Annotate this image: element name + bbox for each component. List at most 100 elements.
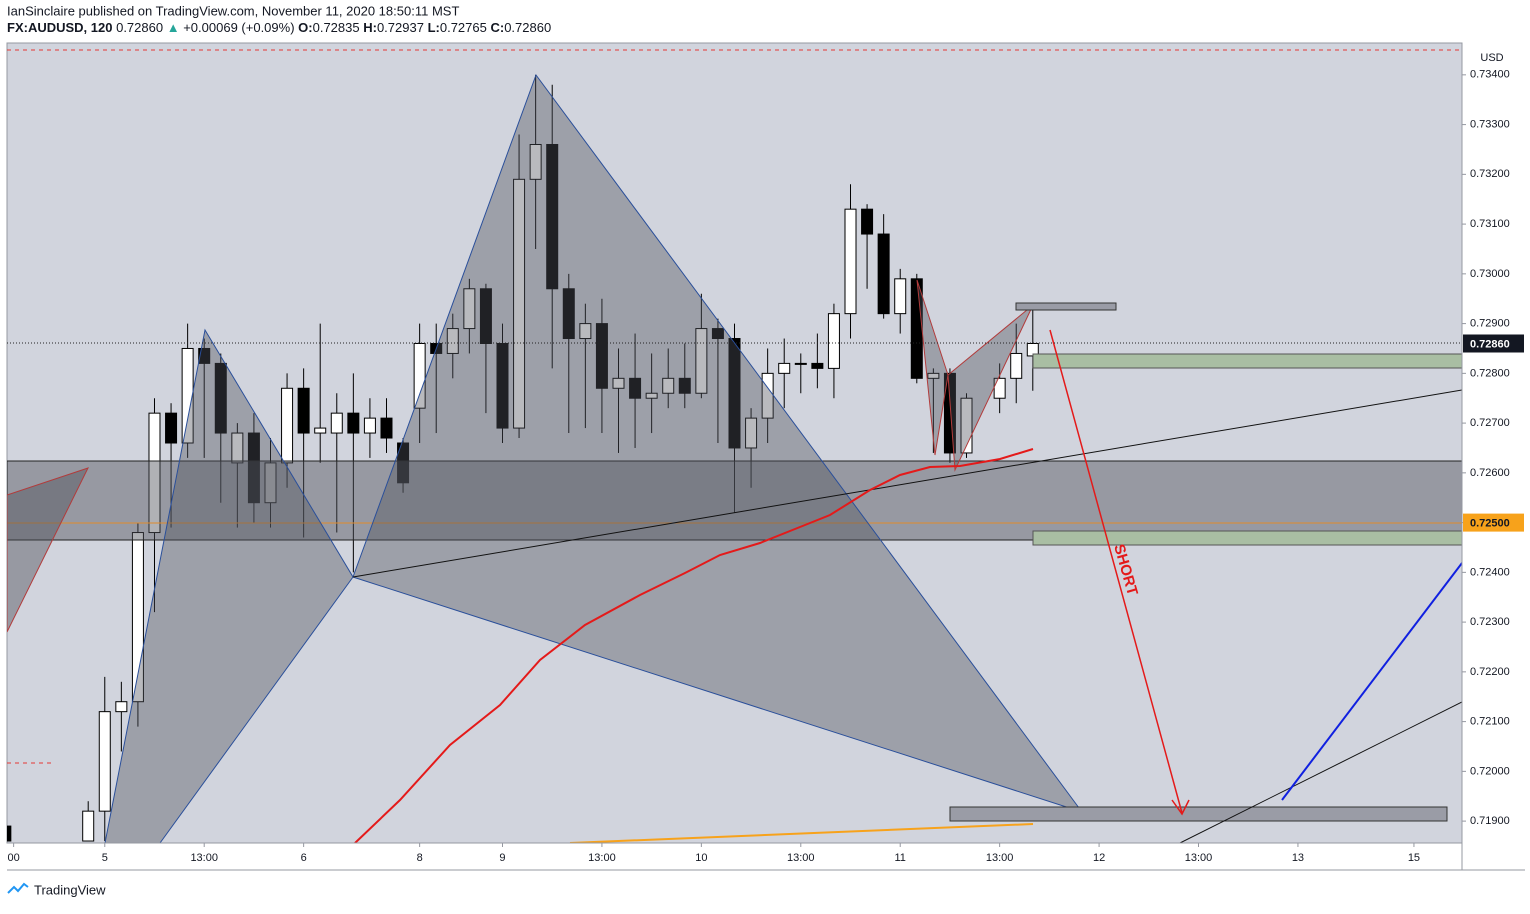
zone — [7, 460, 1462, 541]
price-tag — [1463, 513, 1524, 532]
candle-body — [115, 701, 128, 713]
ohlc-label: L: — [428, 20, 440, 35]
ohlc-label: H: — [363, 20, 377, 35]
candle-body — [529, 143, 542, 180]
pattern — [916, 279, 949, 456]
x-tick-label: 9 — [499, 852, 505, 864]
ohlc-value: 0.72765 — [440, 20, 487, 35]
candle-body — [347, 412, 360, 434]
candle-body — [231, 432, 244, 464]
x-tick-label: 15 — [1408, 852, 1420, 864]
y-tick-label: 0.72200 — [1470, 666, 1510, 678]
ohlc-value: 0.72835 — [313, 20, 360, 35]
candle-body — [513, 178, 526, 429]
candles — [7, 74, 1039, 842]
x-tick-label: 11 — [895, 852, 906, 864]
symbol-legend: FX:AUDUSD, 120 0.72860 ▲ +0.00069 (+0.09… — [7, 20, 551, 35]
candle-body — [894, 278, 907, 315]
candle-body — [131, 532, 144, 703]
x-tick-label: 13 — [1292, 852, 1304, 864]
change: +0.00069 (+0.09%) — [183, 20, 294, 35]
candle-body — [198, 347, 211, 364]
y-tick-label: 0.72600 — [1470, 467, 1510, 479]
x-tick-label: 8 — [417, 852, 423, 864]
candle-body — [247, 432, 260, 504]
x-tick-label: 13:00 — [588, 852, 616, 864]
x-tick-label: 13:00 — [1185, 852, 1213, 864]
y-tick-label: 0.73000 — [1470, 268, 1510, 280]
y-tick-label: 0.73400 — [1470, 69, 1510, 81]
ohlc-label: C: — [490, 20, 504, 35]
trend-line — [1179, 701, 1462, 843]
trend-line — [1281, 562, 1462, 801]
x-tick-label: 6 — [301, 852, 307, 864]
y-tick-label: 0.72900 — [1470, 318, 1510, 330]
x-tick-label: 12 — [1093, 852, 1105, 864]
candle-body — [380, 417, 393, 439]
candle-body — [397, 442, 410, 484]
price-tag-label: 0.72500 — [1470, 518, 1510, 530]
pattern — [352, 73, 1084, 813]
target-zone — [1032, 353, 1462, 369]
candle-body — [728, 338, 741, 449]
moving-average — [569, 823, 1034, 843]
candle-body — [446, 328, 459, 354]
candle-body — [745, 417, 758, 449]
y-tick-label: 0.73300 — [1470, 118, 1510, 130]
candle-body — [827, 313, 840, 369]
ohlc-value: 0.72937 — [377, 20, 424, 35]
candle-body — [297, 387, 310, 434]
candle-body — [695, 328, 708, 394]
candle-body — [711, 328, 724, 340]
publisher-line: IanSinclaire published on TradingView.co… — [7, 3, 459, 18]
candle-body — [861, 208, 874, 235]
candle-body — [645, 392, 658, 399]
price-tag-label: 0.72860 — [1470, 338, 1510, 350]
candle-body — [546, 143, 559, 290]
candle-body — [662, 377, 675, 394]
ohlc-label: O: — [298, 20, 312, 35]
candle-body — [960, 397, 973, 454]
candle-body — [927, 372, 940, 379]
candle-body — [595, 323, 608, 389]
candle-body — [1010, 352, 1023, 379]
y-tick-label: 0.71900 — [1470, 815, 1510, 827]
candle-body — [214, 362, 227, 434]
candle-body — [82, 810, 95, 842]
candle-body — [778, 362, 791, 374]
x-tick-label: 13:00 — [190, 852, 218, 864]
footer: TradingView — [7, 882, 106, 897]
candle-body — [579, 323, 592, 340]
y-tick-label: 0.72700 — [1470, 417, 1510, 429]
x-tick-label: 13:00 — [787, 852, 815, 864]
last-price: 0.72860 — [116, 20, 163, 35]
y-tick-label: 0.72400 — [1470, 566, 1510, 578]
drawings: SHORT — [7, 49, 1462, 843]
candle-body — [562, 288, 575, 340]
zone-box — [1015, 302, 1117, 311]
x-tick-label: 13:00 — [986, 852, 1014, 864]
y-tick-label: 0.73200 — [1470, 168, 1510, 180]
y-tick-label: 0.72000 — [1470, 765, 1510, 777]
candle-body — [363, 417, 376, 434]
candle-body — [413, 342, 426, 409]
logo — [7, 882, 29, 894]
ohlc-value: 0.72860 — [504, 20, 551, 35]
arrow — [1049, 329, 1183, 814]
candle-body — [629, 377, 642, 399]
candle-body — [281, 387, 294, 464]
candle-body — [98, 711, 111, 812]
candle-body — [165, 412, 178, 444]
candle-body — [264, 462, 277, 504]
candle-body — [148, 412, 161, 534]
x-tick-label: 5 — [102, 852, 108, 864]
zone-box — [949, 806, 1448, 822]
candle-body — [463, 288, 476, 330]
candle-body — [612, 377, 625, 389]
change-marker: ▲ — [167, 20, 180, 35]
candle-body — [479, 288, 492, 344]
brand: TradingView — [34, 882, 106, 897]
x-tick-label: 10 — [695, 852, 707, 864]
